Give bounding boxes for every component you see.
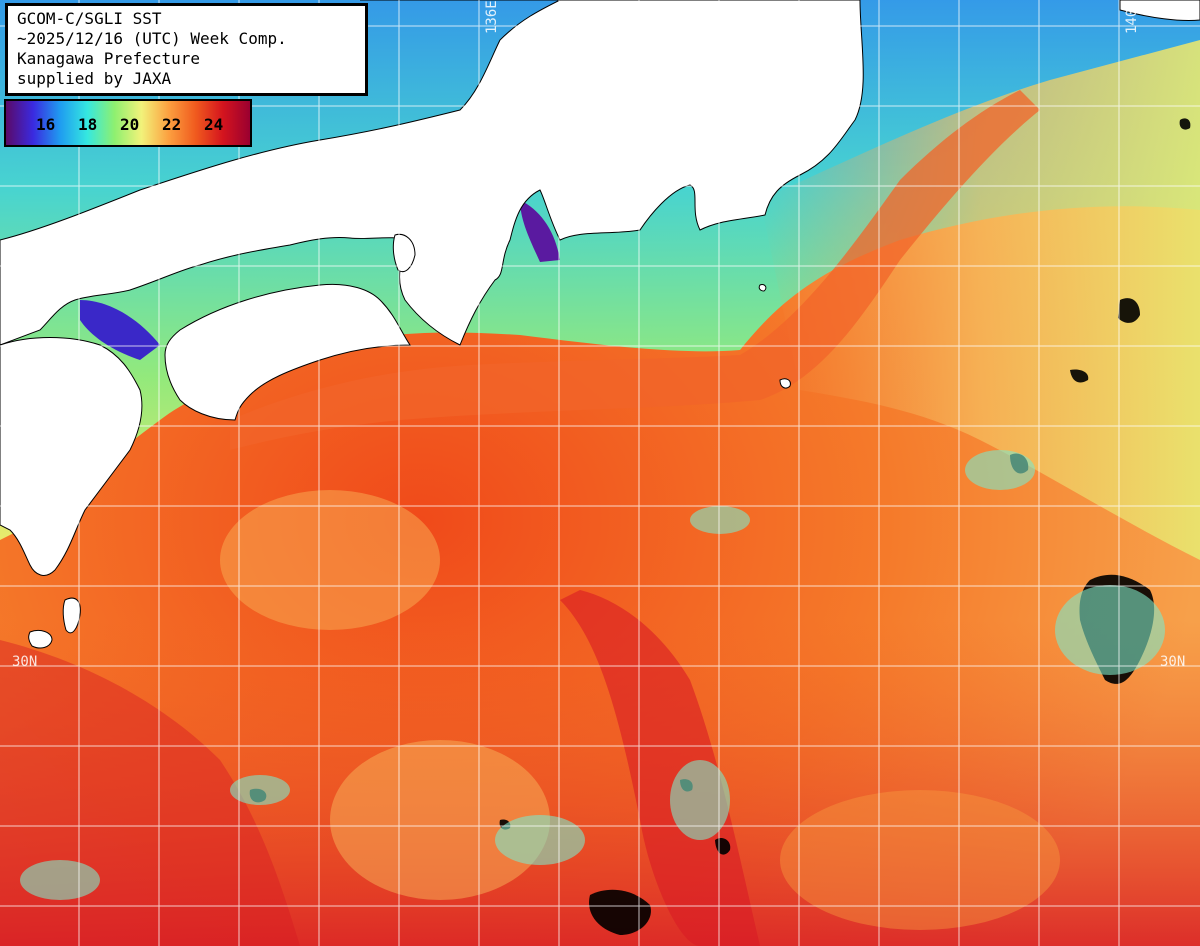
land-shikoku	[164, 283, 411, 421]
red-tongue	[560, 590, 760, 946]
pale-patch	[330, 740, 550, 900]
title-product: GCOM-C/SGLI SST	[17, 9, 162, 28]
pale-patch	[780, 790, 1060, 930]
land-izu-island	[779, 378, 791, 389]
sst-colorbar: 16 18 20 22 24	[4, 99, 252, 147]
title-box: GCOM-C/SGLI SST ~2025/12/16 (UTC) Week C…	[5, 3, 368, 96]
land-yakushima	[28, 629, 53, 649]
land-kyushu	[0, 337, 143, 576]
cool-coastal-water	[0, 0, 1200, 540]
pale-patch	[220, 490, 440, 630]
cloud-edge-speckle	[20, 450, 1165, 900]
title-credit: supplied by JAXA	[17, 69, 172, 88]
title-region: Kanagawa Prefecture	[17, 49, 201, 68]
cold-inner-sea	[520, 200, 560, 262]
land-izu-island	[758, 284, 767, 292]
cold-inner-sea	[80, 300, 160, 360]
kuroshio-current	[230, 90, 1040, 450]
transition-band-east	[760, 40, 1200, 560]
title-date: ~2025/12/16 (UTC) Week Comp.	[17, 29, 287, 48]
lon-label-136e: 136E	[484, 0, 500, 34]
lon-label-140e: 140E	[1124, 0, 1140, 34]
land-tanegashima	[62, 597, 81, 634]
colorbar-tick-18: 18	[78, 115, 98, 134]
colorbar-tick-22: 22	[162, 115, 182, 134]
colorbar-tick-16: 16	[36, 115, 56, 134]
lat-label-30n-right: 30N	[1160, 654, 1186, 670]
colorbar-tick-20: 20	[120, 115, 140, 134]
colorbar-tick-24: 24	[204, 115, 224, 134]
lat-label-30n-left: 30N	[12, 654, 38, 670]
